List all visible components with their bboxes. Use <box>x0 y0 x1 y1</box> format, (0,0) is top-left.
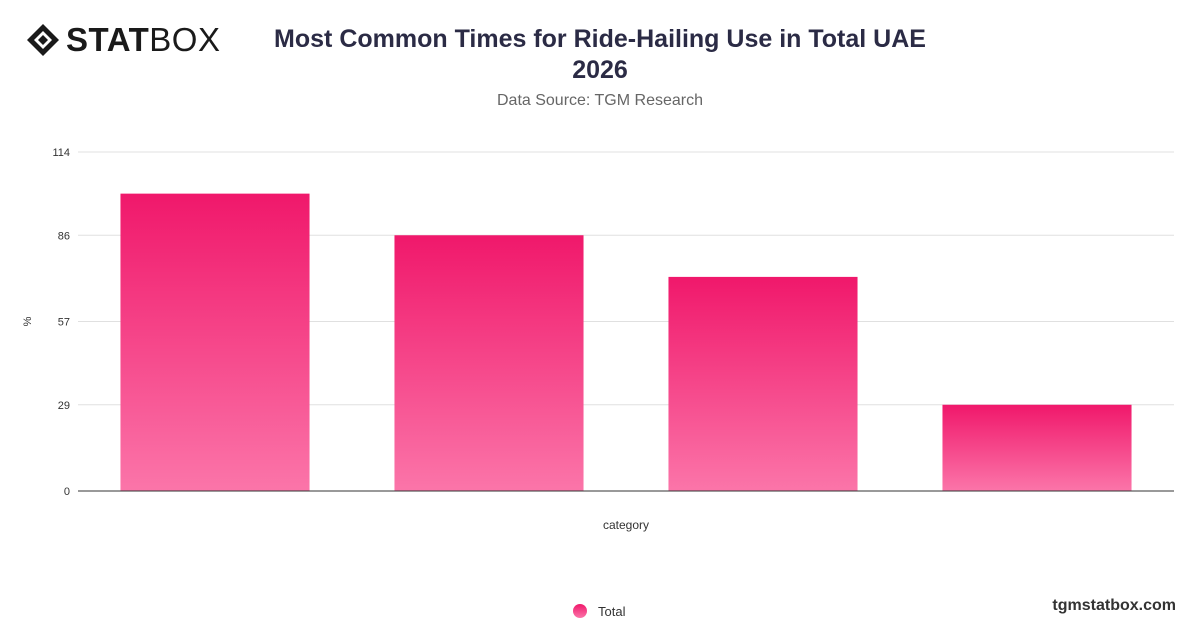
axes: 0 29 57 86 114 category% <box>22 147 1174 532</box>
legend[interactable]: Total <box>573 602 625 620</box>
y-axis-title: % <box>22 316 34 326</box>
y-tick-label: 0 <box>64 486 70 498</box>
y-tick-label: 114 <box>52 147 70 159</box>
bar-3[interactable] <box>668 276 858 491</box>
y-tick-label: 29 <box>58 400 70 412</box>
diamond-logo-icon <box>27 24 59 56</box>
bar-1[interactable] <box>120 193 310 491</box>
bar-2[interactable] <box>394 235 584 491</box>
logo-wordmark-light: BOX <box>149 21 221 58</box>
bar-4[interactable] <box>942 404 1132 491</box>
chart-title: Most Common Times for Ride-Hailing Use i… <box>200 24 1000 86</box>
logo-wordmark-bold: STAT <box>66 21 150 58</box>
y-tick-label: 86 <box>58 230 70 242</box>
x-axis-title: category <box>603 518 649 532</box>
statbox-logo[interactable]: STATBOX <box>26 22 220 58</box>
y-tick-label: 57 <box>58 317 70 329</box>
chart-subtitle: Data Source: TGM Research <box>496 92 703 109</box>
bars <box>120 193 1132 491</box>
legend-label-total: Total <box>598 603 626 619</box>
footer-url[interactable]: tgmstatbox.com <box>1052 597 1176 614</box>
legend-swatch-total <box>573 604 587 618</box>
chart-title-line2: 2026 <box>572 56 628 84</box>
chart-title-line1: Most Common Times for Ride-Hailing Use i… <box>274 25 926 53</box>
logo-wordmark: STATBOX <box>66 22 220 58</box>
